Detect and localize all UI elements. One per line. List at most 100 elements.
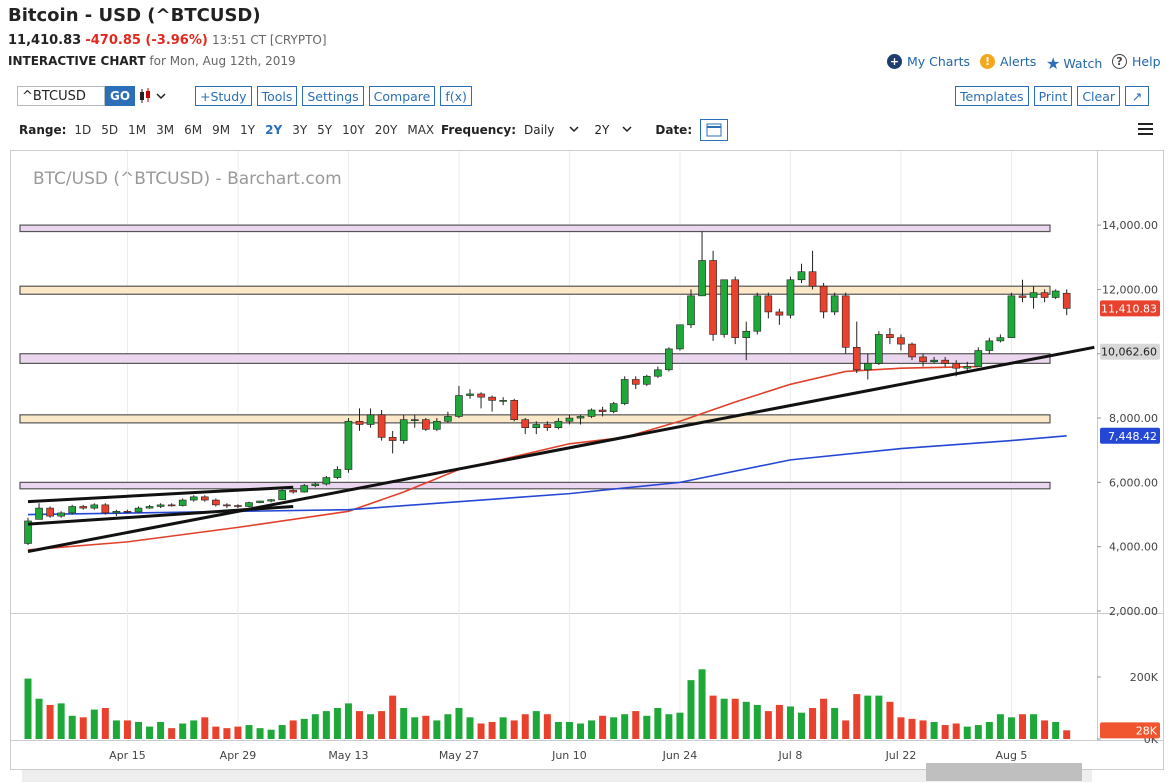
volume-bar bbox=[588, 720, 596, 739]
price-zone bbox=[19, 414, 1051, 424]
volume-bar bbox=[565, 721, 573, 739]
volume-bar bbox=[333, 708, 341, 739]
y-tick-label: 14,000.00 bbox=[1102, 219, 1158, 232]
candle-body bbox=[676, 324, 684, 350]
volume-bar bbox=[223, 728, 231, 739]
settings-button[interactable]: Settings bbox=[302, 86, 364, 106]
candle-body bbox=[808, 271, 817, 287]
volume-bar bbox=[245, 725, 253, 739]
volume-bar bbox=[356, 711, 363, 739]
volume-bar bbox=[1019, 714, 1026, 739]
volume-bar bbox=[521, 714, 529, 739]
chart-type-icon[interactable] bbox=[135, 86, 171, 106]
candle-body bbox=[123, 511, 132, 513]
range-option[interactable]: 1Y bbox=[240, 123, 256, 137]
range-option[interactable]: 5D bbox=[101, 123, 119, 137]
range-option[interactable]: 3M bbox=[156, 123, 175, 137]
study-button[interactable]: +Study bbox=[195, 86, 252, 106]
range-option[interactable]: 10Y bbox=[342, 123, 365, 137]
volume-bar bbox=[621, 714, 629, 739]
scroll-thumb[interactable] bbox=[926, 763, 1082, 781]
my-charts-link[interactable]: + My Charts bbox=[887, 54, 970, 69]
volume-bar bbox=[941, 725, 949, 739]
candle-body bbox=[587, 409, 596, 417]
candle-body bbox=[974, 350, 983, 367]
candle-body bbox=[1062, 292, 1071, 309]
tools-button[interactable]: Tools bbox=[256, 86, 298, 106]
volume-bar bbox=[543, 714, 551, 739]
candle-body bbox=[764, 295, 773, 313]
y-tick-label: 8,000.00 bbox=[1109, 412, 1158, 425]
frequency-select[interactable]: Daily bbox=[524, 123, 555, 137]
candle-body bbox=[642, 375, 651, 385]
price-badge bbox=[1100, 300, 1160, 317]
toolbar-right: Templates Print Clear ↗ bbox=[955, 85, 1154, 107]
range-option[interactable]: 3Y bbox=[292, 123, 308, 137]
fx-button[interactable]: f(x) bbox=[440, 86, 472, 106]
range-option[interactable]: 2Y bbox=[265, 123, 283, 137]
candle-body bbox=[1051, 290, 1060, 298]
volume-bar bbox=[820, 698, 828, 739]
calendar-button[interactable] bbox=[700, 119, 729, 141]
range-option[interactable]: 1M bbox=[128, 123, 147, 137]
help-link[interactable]: ? Help bbox=[1112, 54, 1161, 69]
candle-body bbox=[687, 295, 695, 326]
volume-bar bbox=[289, 720, 297, 739]
quote-time: 13:51 CT [CRYPTO] bbox=[211, 33, 327, 47]
watch-link[interactable]: ★ Watch bbox=[1046, 54, 1102, 73]
range-option[interactable]: 5Y bbox=[317, 123, 333, 137]
last-price: 11,410.83 bbox=[8, 33, 82, 48]
volume-bar bbox=[212, 726, 220, 739]
volume-bar bbox=[135, 721, 142, 739]
volume-bar bbox=[267, 729, 275, 739]
period-select[interactable]: 2Y bbox=[594, 123, 610, 137]
scrollbar[interactable] bbox=[22, 770, 1092, 782]
volume-bar bbox=[610, 717, 618, 739]
popout-button[interactable]: ↗ bbox=[1125, 86, 1150, 106]
candle-body bbox=[863, 363, 872, 371]
volume-bar bbox=[775, 704, 783, 739]
candle-body bbox=[223, 504, 231, 507]
volume-bar bbox=[367, 714, 375, 739]
candle-body bbox=[852, 347, 861, 371]
volume-bar bbox=[753, 704, 761, 739]
go-button[interactable]: GO bbox=[105, 86, 136, 106]
compare-button[interactable]: Compare bbox=[368, 86, 436, 106]
link-text: My Charts bbox=[907, 54, 971, 69]
candle-body bbox=[620, 379, 629, 404]
volume-bar bbox=[146, 726, 154, 739]
volume-bar bbox=[676, 712, 684, 739]
dropdown-icon bbox=[569, 126, 579, 133]
candle-body bbox=[112, 511, 121, 514]
chart-frame bbox=[10, 150, 1164, 770]
range-option[interactable]: 20Y bbox=[374, 123, 398, 137]
symbol-input[interactable]: ^BTCUSD bbox=[17, 86, 105, 106]
volume-bar bbox=[698, 669, 706, 739]
price-badge bbox=[1100, 427, 1160, 444]
range-option[interactable]: 9M bbox=[212, 123, 231, 137]
volume-bar bbox=[1063, 730, 1071, 739]
y-tick-label: 6,000.00 bbox=[1109, 476, 1158, 489]
range-option[interactable]: 6M bbox=[184, 123, 203, 137]
price-zone bbox=[19, 285, 1051, 295]
candle-body bbox=[477, 393, 485, 398]
alerts-link[interactable]: ! Alerts bbox=[980, 54, 1036, 69]
templates-button[interactable]: Templates bbox=[955, 86, 1029, 106]
candle-body bbox=[576, 416, 585, 419]
print-button[interactable]: Print bbox=[1033, 86, 1073, 106]
volume-bar bbox=[599, 715, 607, 739]
volume-bar bbox=[378, 711, 386, 739]
range-option[interactable]: 1D bbox=[74, 123, 92, 137]
x-tick-label: Jul 8 bbox=[778, 749, 803, 762]
menu-button[interactable] bbox=[1138, 122, 1154, 136]
range-option[interactable]: MAX bbox=[407, 123, 435, 137]
range-label: Range: bbox=[19, 123, 67, 137]
volume-bar bbox=[466, 717, 474, 739]
candle-body bbox=[532, 424, 541, 428]
volume-bar bbox=[809, 708, 817, 739]
price-zone bbox=[19, 353, 1051, 364]
price-badge-label: 10,062.60 bbox=[1101, 346, 1157, 359]
clear-button[interactable]: Clear bbox=[1077, 86, 1121, 106]
frequency-label: Frequency: bbox=[441, 123, 517, 137]
